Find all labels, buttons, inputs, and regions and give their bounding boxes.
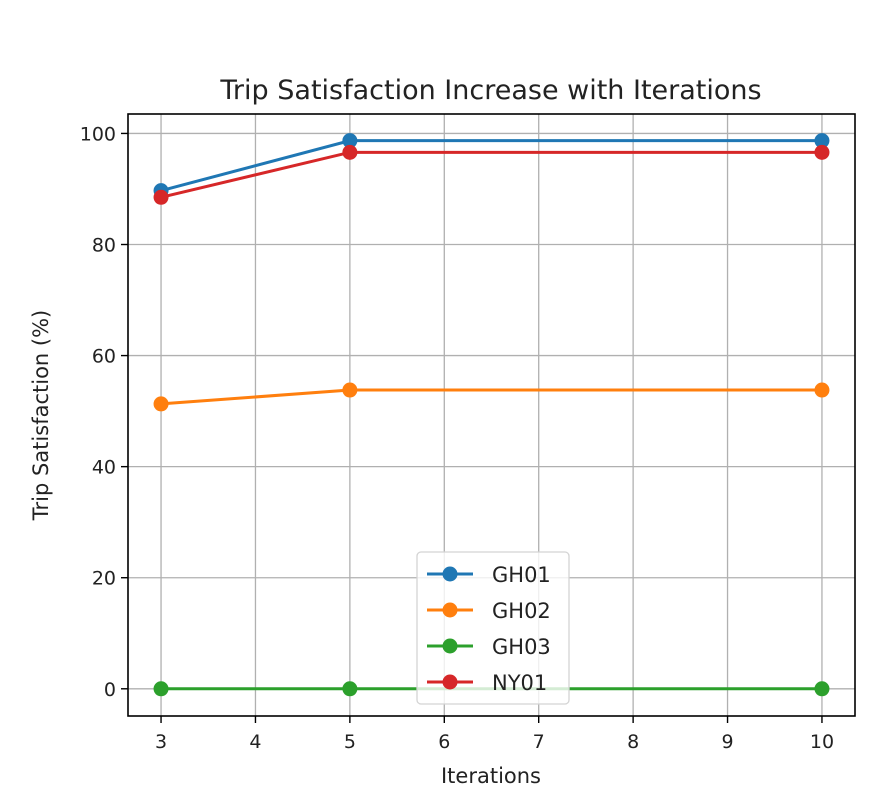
series-layer	[153, 133, 830, 697]
x-tick-label: 5	[344, 731, 356, 753]
data-point-ny01	[814, 144, 830, 160]
x-tick-label: 8	[627, 731, 639, 753]
y-axis-label: Trip Satisfaction (%)	[29, 310, 53, 521]
data-point-ny01	[153, 189, 169, 205]
plot-frame	[127, 113, 856, 717]
series-line-gh02	[160, 388, 822, 406]
data-point-gh03	[153, 681, 169, 697]
data-point-gh02	[153, 396, 169, 412]
x-tick-label: 7	[533, 731, 545, 753]
data-point-gh03	[342, 681, 358, 697]
y-tick-label: 0	[104, 679, 116, 701]
y-tick-label: 80	[92, 235, 116, 257]
x-tick-label: 4	[249, 731, 261, 753]
legend-marker-gh02	[442, 602, 458, 618]
data-point-gh01	[342, 133, 358, 149]
y-tick-label: 60	[92, 346, 116, 368]
legend-marker-gh03	[442, 638, 458, 654]
legend-box	[416, 551, 570, 705]
legend-marker-ny01	[442, 674, 458, 690]
data-point-gh02	[342, 382, 358, 398]
legend-label-gh02: GH02	[492, 599, 551, 623]
series-line-ny01	[160, 150, 822, 199]
x-tick-label: 6	[438, 731, 450, 753]
data-point-ny01	[342, 144, 358, 160]
x-tick-label: 10	[810, 731, 834, 753]
x-axis-label: Iterations	[441, 764, 541, 788]
x-tick-label: 9	[721, 731, 733, 753]
data-point-gh03	[814, 681, 830, 697]
legend-label-ny01: NY01	[492, 671, 547, 695]
legend-marker-gh01	[442, 566, 458, 582]
chart-title: Trip Satisfaction Increase with Iteratio…	[219, 75, 761, 106]
y-tick-label: 20	[92, 568, 116, 590]
series-line-gh01	[160, 139, 822, 193]
data-point-gh02	[814, 382, 830, 398]
legend-label-gh03: GH03	[492, 635, 551, 659]
x-tick-label: 3	[155, 731, 167, 753]
y-tick-label: 100	[80, 123, 116, 145]
grid-lines	[128, 114, 855, 716]
y-tick-label: 40	[92, 457, 116, 479]
legend: GH01 GH02 GH03 NY01	[416, 551, 570, 705]
legend-label-gh01: GH01	[492, 563, 551, 587]
data-point-gh01	[814, 133, 830, 149]
